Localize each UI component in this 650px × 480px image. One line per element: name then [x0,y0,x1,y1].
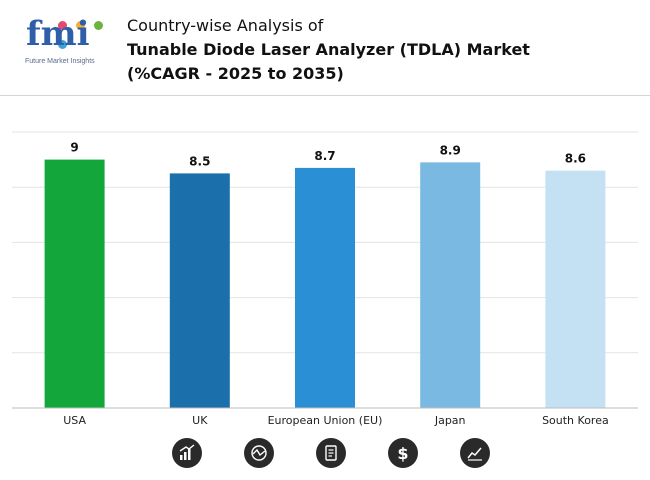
bar-chart: 9 USA 8.5 UK 8.7 European Union (EU) 8.9 Japan 8… [12,131,638,427]
data-label: 8.5 [189,154,210,168]
bar [295,167,355,408]
fmi-logo: fmi Future Market Insights [22,12,112,68]
x-tick-label: South Korea [542,414,609,427]
x-tick-label: Japan [434,414,466,427]
logo-dot [58,40,67,49]
x-tick-label: UK [192,414,208,427]
logo-dot [94,21,104,30]
data-label: 8.6 [565,152,586,166]
header-divider [0,95,650,96]
bar [44,159,105,408]
x-tick-label: European Union (EU) [268,414,383,427]
svg-text:$: $ [397,444,408,462]
title-line-1: Country-wise Analysis of [127,16,324,35]
title-line-2: Tunable Diode Laser Analyzer (TDLA) Mark… [127,40,530,59]
dollar-icon[interactable]: $ [388,438,418,468]
logo-dot [76,21,86,30]
report-document-icon[interactable] [316,438,346,468]
data-label: 8.9 [440,143,461,157]
footer-icon-row: $ [0,438,650,470]
bar [545,170,606,408]
bar [420,162,481,408]
growth-chart-icon[interactable] [172,438,202,468]
logo-wordmark: fmi [26,14,90,54]
title-line-3: (%CAGR - 2025 to 2035) [127,64,344,83]
data-label: 8.7 [314,149,335,163]
header: fmi Future Market Insights Country-wise … [0,0,650,96]
logo-tagline: Future Market Insights [25,58,95,65]
chart-title: Country-wise Analysis of Tunable Diode L… [127,14,530,86]
bar [169,173,230,408]
x-tick-label: USA [63,414,86,427]
data-label: 9 [70,141,78,155]
market-trend-icon[interactable] [244,438,274,468]
logo-dot [58,21,67,30]
logo-dots [58,15,108,49]
line-chart-icon[interactable] [460,438,490,468]
